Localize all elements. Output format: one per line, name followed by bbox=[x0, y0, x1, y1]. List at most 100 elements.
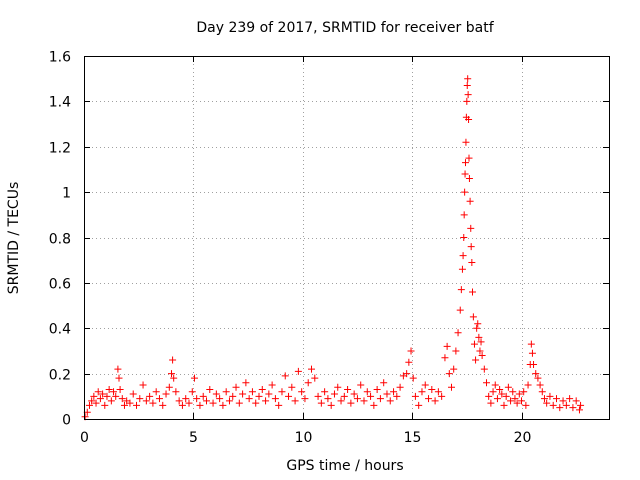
data-point bbox=[271, 395, 279, 403]
data-point bbox=[103, 392, 111, 400]
data-point bbox=[509, 388, 517, 396]
data-point bbox=[340, 392, 348, 400]
data-point bbox=[206, 386, 214, 394]
data-point bbox=[353, 395, 361, 403]
data-point bbox=[245, 395, 253, 403]
data-point bbox=[502, 392, 510, 400]
chart-title: Day 239 of 2017, SRMTID for receiver bat… bbox=[196, 20, 494, 36]
data-point bbox=[507, 397, 515, 405]
data-point bbox=[203, 397, 210, 405]
data-point bbox=[465, 175, 473, 183]
data-point bbox=[168, 370, 175, 378]
data-point bbox=[105, 386, 113, 394]
data-point bbox=[222, 388, 230, 396]
data-point bbox=[438, 392, 446, 400]
data-point bbox=[96, 395, 104, 403]
data-point bbox=[120, 401, 128, 409]
data-point bbox=[431, 397, 439, 405]
data-point bbox=[101, 401, 109, 409]
data-point bbox=[90, 392, 98, 400]
data-point bbox=[475, 333, 483, 341]
plot-frame bbox=[84, 56, 610, 420]
data-point bbox=[569, 404, 577, 412]
data-point bbox=[491, 381, 499, 389]
data-point bbox=[577, 401, 585, 409]
data-point bbox=[268, 381, 276, 389]
data-point bbox=[527, 340, 535, 348]
data-point bbox=[452, 347, 460, 355]
data-point bbox=[445, 370, 453, 378]
data-point bbox=[133, 401, 140, 409]
data-point bbox=[500, 401, 508, 409]
data-point bbox=[172, 388, 180, 396]
data-point bbox=[376, 395, 384, 403]
data-point bbox=[463, 81, 471, 89]
data-point bbox=[465, 154, 473, 162]
data-point bbox=[454, 329, 462, 337]
data-point bbox=[118, 395, 126, 403]
data-point bbox=[465, 116, 473, 124]
data-point bbox=[216, 395, 224, 403]
data-point bbox=[474, 320, 482, 328]
data-point bbox=[396, 383, 404, 391]
data-point bbox=[235, 399, 243, 407]
data-point bbox=[321, 388, 329, 396]
data-point bbox=[518, 397, 525, 405]
data-point bbox=[196, 401, 204, 409]
data-point bbox=[530, 361, 538, 369]
data-point bbox=[467, 224, 475, 232]
data-point bbox=[155, 395, 163, 403]
data-point bbox=[409, 374, 417, 382]
data-point bbox=[566, 395, 574, 403]
data-point bbox=[347, 399, 355, 407]
data-point bbox=[463, 97, 471, 105]
data-point bbox=[443, 342, 451, 350]
data-point bbox=[459, 252, 467, 260]
x-tick-label: 10 bbox=[295, 430, 313, 446]
data-point bbox=[470, 340, 478, 348]
data-point bbox=[139, 381, 147, 389]
data-point bbox=[480, 365, 488, 373]
x-tick-label: 15 bbox=[404, 430, 422, 446]
data-point bbox=[129, 390, 137, 398]
data-point bbox=[99, 390, 107, 398]
data-point bbox=[115, 374, 123, 382]
data-point bbox=[146, 392, 154, 400]
data-point bbox=[288, 383, 296, 391]
grid-lines bbox=[84, 56, 609, 419]
data-point bbox=[464, 75, 472, 83]
data-point bbox=[107, 397, 115, 405]
data-point bbox=[469, 288, 476, 296]
data-point bbox=[175, 397, 183, 405]
data-point bbox=[311, 374, 319, 382]
y-axis-label: SRMTID / TECUs bbox=[6, 182, 22, 295]
data-point bbox=[344, 386, 352, 394]
data-point bbox=[460, 234, 468, 241]
data-point bbox=[380, 379, 388, 387]
data-point bbox=[462, 138, 470, 146]
data-point bbox=[212, 390, 220, 398]
y-tick-label: 0.4 bbox=[49, 322, 71, 338]
data-point bbox=[304, 379, 312, 387]
data-point bbox=[112, 392, 120, 400]
data-point bbox=[538, 388, 546, 396]
data-point bbox=[504, 383, 512, 391]
data-point bbox=[291, 397, 299, 405]
data-point bbox=[469, 313, 477, 321]
data-point bbox=[188, 388, 196, 396]
y-tick-label: 0.6 bbox=[49, 277, 71, 293]
data-point bbox=[85, 401, 93, 409]
data-point bbox=[467, 243, 475, 251]
data-point bbox=[330, 390, 338, 398]
data-point bbox=[572, 397, 580, 405]
data-point bbox=[219, 401, 227, 409]
data-point bbox=[248, 388, 256, 396]
data-point bbox=[317, 399, 325, 407]
data-point bbox=[185, 399, 193, 407]
data-point bbox=[476, 347, 484, 355]
y-tick-label: 1.4 bbox=[49, 95, 71, 111]
data-point bbox=[136, 395, 144, 403]
data-point bbox=[363, 388, 371, 396]
data-point bbox=[275, 401, 283, 409]
data-point bbox=[546, 392, 554, 400]
